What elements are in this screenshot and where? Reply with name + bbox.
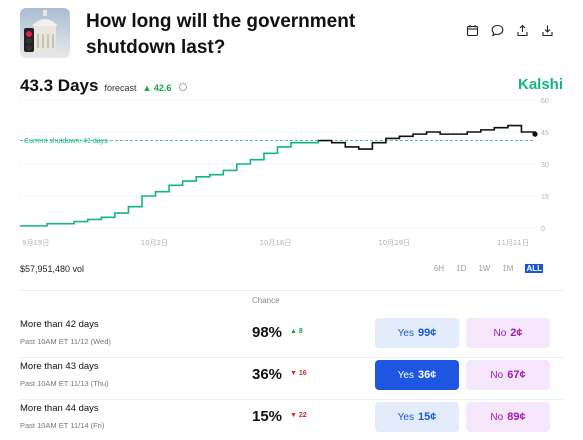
outcome-name: More than 44 days <box>20 403 99 414</box>
y-tick-label: 45 <box>541 130 549 137</box>
no-price: 2¢ <box>510 327 523 339</box>
outcome-subtitle: Past 10AM ET 11/13 (Thu) <box>20 379 109 388</box>
yes-label: Yes <box>397 369 414 381</box>
x-tick-label: 9月19日 <box>22 239 49 247</box>
outcome-change: ▼ 16 <box>290 370 307 377</box>
yes-price: 99¢ <box>417 327 437 339</box>
share-icon[interactable] <box>516 24 529 37</box>
no-label: No <box>490 411 504 423</box>
outcome-change: ▲ 8 <box>290 328 303 335</box>
outcome-chance: 36% <box>252 366 283 383</box>
buy-yes-button[interactable]: Yes 36¢ <box>375 360 459 390</box>
buy-yes-button[interactable]: Yes 15¢ <box>375 402 459 432</box>
buy-no-button[interactable]: No 89¢ <box>466 402 550 432</box>
buy-no-button[interactable]: No 2¢ <box>466 318 550 348</box>
market-title: How long will the government shutdown la… <box>86 11 356 58</box>
x-tick-label: 10月16日 <box>260 239 292 247</box>
x-tick-label: 10月29日 <box>378 239 410 247</box>
y-tick-label: 0 <box>541 226 545 233</box>
range-1w[interactable]: 1W <box>478 264 491 273</box>
chance-column-header: Chance <box>252 296 280 305</box>
outcome-row[interactable]: More than 43 days Past 10AM ET 11/13 (Th… <box>20 358 563 400</box>
market-thumbnail <box>20 8 70 58</box>
brand-logo: Kalshi <box>517 76 563 93</box>
no-label: No <box>493 327 507 339</box>
outcome-row[interactable]: More than 44 days Past 10AM ET 11/14 (Fr… <box>20 400 563 440</box>
x-tick-label: 10月2日 <box>141 239 168 247</box>
table-divider <box>20 290 563 291</box>
y-tick-label: 30 <box>541 162 549 169</box>
outcome-name: More than 42 days <box>20 319 99 330</box>
outcome-name: More than 43 days <box>20 361 99 372</box>
no-price: 89¢ <box>507 411 526 423</box>
yes-label: Yes <box>397 411 414 423</box>
range-selector: 6H 1D 1W 1M ALL <box>434 264 543 273</box>
info-icon[interactable] <box>179 83 188 91</box>
no-label: No <box>490 369 504 381</box>
volume: $57,951,480 vol <box>20 264 85 274</box>
data-point <box>532 131 538 137</box>
forecast-label: forecast <box>104 83 137 93</box>
outcome-subtitle: Past 10AM ET 11/14 (Fri) <box>20 421 105 430</box>
outcome-row[interactable]: More than 42 days Past 10AM ET 11/12 (We… <box>20 316 563 358</box>
buy-yes-button[interactable]: Yes 99¢ <box>375 318 459 348</box>
toolbar <box>466 24 554 37</box>
yes-price: 36¢ <box>417 369 437 381</box>
buy-no-button[interactable]: No 67¢ <box>466 360 550 390</box>
forecast-value: 43.3 Days <box>20 76 99 95</box>
series-line-recent <box>318 124 536 150</box>
outcome-change: ▼ 22 <box>290 412 307 419</box>
yes-price: 15¢ <box>417 411 437 423</box>
outcome-chance: 15% <box>252 408 283 425</box>
forecast-delta: ▲ 42.6 <box>142 83 172 93</box>
range-6h[interactable]: 6H <box>433 264 445 273</box>
yes-label: Yes <box>397 327 414 339</box>
y-tick-label: 60 <box>541 98 549 105</box>
outcome-chance: 98% <box>252 324 283 341</box>
calendar-icon[interactable] <box>466 24 479 37</box>
range-1d[interactable]: 1D <box>456 264 467 273</box>
no-price: 67¢ <box>507 369 526 381</box>
comment-icon[interactable] <box>491 24 504 37</box>
forecast-headline: 43.3 Days forecast ▲ 42.6 <box>20 76 188 96</box>
download-icon[interactable] <box>541 24 554 37</box>
forecast-chart[interactable]: 0 15 30 45 60 Current shutdown: 41 days 9月19… <box>0 92 583 252</box>
reference-line-label: Current shutdown: 41 days <box>24 138 108 145</box>
series-line-history <box>20 140 319 227</box>
y-tick-label: 15 <box>541 194 549 201</box>
range-all[interactable]: ALL <box>525 264 543 273</box>
outcome-subtitle: Past 10AM ET 11/12 (Wed) <box>20 337 111 346</box>
x-tick-label: 11月11日 <box>497 239 529 247</box>
range-1m[interactable]: 1M <box>502 264 514 273</box>
